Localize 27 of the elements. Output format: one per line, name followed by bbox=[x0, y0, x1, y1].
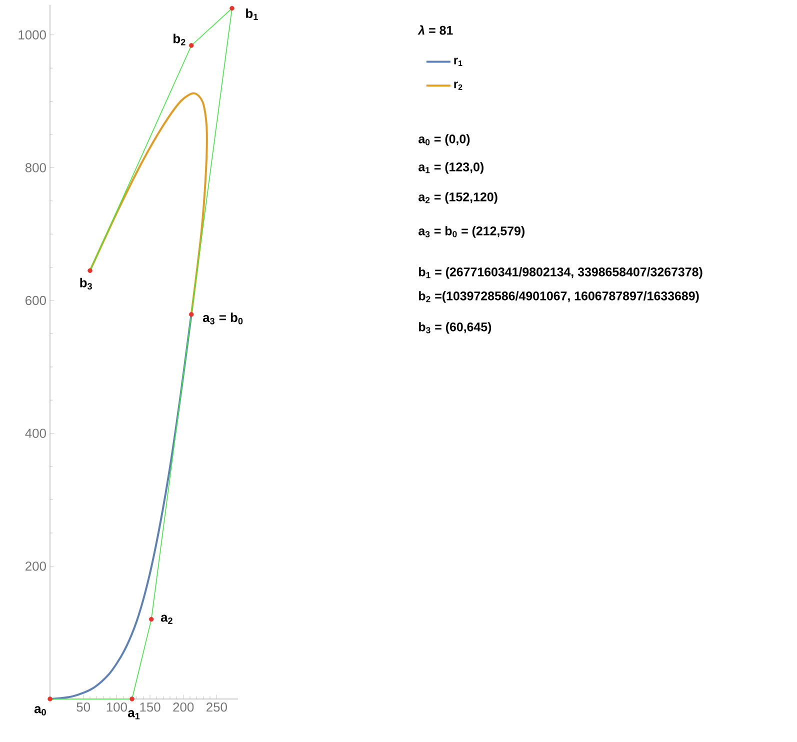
annotation: b$_{2}$ bbox=[174, 34, 186, 46]
y-tick-label: 400 bbox=[25, 428, 46, 438]
text: a$_{1}$ = (123,0) bbox=[418, 162, 484, 174]
y-tick-label: 800 bbox=[25, 163, 46, 172]
y-tick-label: 200 bbox=[26, 562, 46, 571]
text: b$_{3}$ = (60,645) bbox=[419, 322, 492, 334]
annotation: b$_{1}$ bbox=[246, 8, 258, 20]
x-tick-label: 50 bbox=[76, 702, 90, 712]
y-tick-label: 600 bbox=[26, 296, 46, 306]
text: a$_{0}$ = (0,0) bbox=[418, 134, 470, 146]
annotation: b$_{3}$ bbox=[80, 278, 92, 290]
annotation: a$_{1}$ bbox=[128, 710, 140, 720]
text: b$_{2}$ =(1039728586/4901067, 1606787897/1633689) bbox=[419, 291, 699, 303]
annotation: a$_{2}$ bbox=[160, 614, 172, 624]
text: a$_{3}$ = b$_{0}$ = (212,579) bbox=[418, 226, 524, 238]
legend-label: r$_{1}$ bbox=[454, 58, 462, 66]
text: a$_{2}$ = (152,120) bbox=[418, 192, 498, 204]
y-tick-label: 1000 bbox=[18, 30, 46, 40]
legend-label: r$_{2}$ bbox=[454, 82, 462, 90]
text: λ = 81 bbox=[418, 25, 453, 35]
text: b$_{1}$ = (2677160341/9802134, 3398658407/3267378) bbox=[419, 267, 702, 279]
annotation: a$_{3}$ = b$_{0}$ bbox=[202, 312, 243, 324]
x-tick-label: 150 bbox=[140, 702, 160, 712]
annotation: a$_{0}$ bbox=[34, 706, 46, 716]
x-tick-label: 250 bbox=[206, 702, 227, 712]
x-tick-label: 200 bbox=[173, 702, 194, 712]
x-tick-label: 100 bbox=[106, 702, 127, 712]
